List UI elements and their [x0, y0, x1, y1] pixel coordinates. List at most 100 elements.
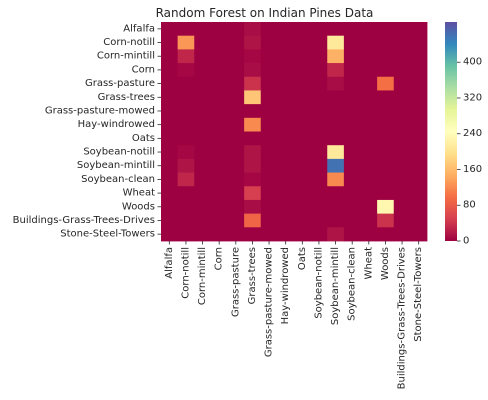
- heatmap-cell: [194, 117, 212, 132]
- heatmap-cell: [277, 49, 295, 64]
- heatmap-cell: [343, 172, 361, 187]
- heatmap-cell: [360, 172, 378, 187]
- heatmap-cell: [410, 35, 428, 50]
- column-tick-labels: Alfalfa Corn-notill Corn-mintill Corn Grass-…: [164, 241, 424, 389]
- heatmap-cell: [393, 172, 411, 187]
- heatmap-cell: [410, 158, 428, 173]
- heatmap-cell: [360, 213, 378, 228]
- heatmap-cell: [244, 76, 262, 91]
- heatmap-cell: [393, 49, 411, 64]
- row-tick-label: Grass-pasture: [85, 78, 155, 89]
- heatmap-cell: [360, 227, 378, 242]
- column-tick-label: Hay-windrowed: [280, 247, 291, 324]
- heatmap-cell: [177, 49, 195, 64]
- heatmap-cell: [294, 158, 312, 173]
- heatmap-cell: [227, 145, 245, 160]
- heatmap-cell: [410, 117, 428, 132]
- heatmap-cell: [294, 131, 312, 146]
- heatmap-cell: [177, 90, 195, 105]
- heatmap-cell: [294, 145, 312, 160]
- heatmap-cell: [161, 199, 179, 215]
- heatmap-cell: [360, 158, 378, 173]
- heatmap-cell: [377, 227, 395, 242]
- heatmap-cell: [277, 63, 295, 78]
- heatmap-cell: [410, 63, 428, 78]
- heatmap-cell: [343, 22, 361, 37]
- column-tick-label: Soybean-notill: [313, 247, 324, 319]
- heatmap-cell: [194, 145, 212, 160]
- heatmap-cell: [393, 63, 411, 78]
- column-tick-label: Grass-trees: [247, 247, 258, 304]
- heatmap-cell: [343, 76, 361, 91]
- heatmap-cell: [227, 117, 245, 132]
- heatmap-cell: [194, 186, 212, 201]
- heatmap-cell: [343, 104, 361, 119]
- heatmap-cell: [393, 22, 411, 37]
- heatmap-cell: [393, 104, 411, 119]
- heatmap-cell: [343, 63, 361, 78]
- column-tick-label: Buildings-Grass-Trees-Drives: [397, 247, 408, 389]
- heatmap-cell: [327, 117, 345, 132]
- heatmap-cell: [310, 213, 328, 228]
- heatmap-cell: [210, 186, 228, 201]
- row-tick-label: Oats: [132, 133, 155, 144]
- heatmap-cell: [210, 22, 228, 37]
- heatmap-cell: [194, 63, 212, 78]
- heatmap-cell: [227, 90, 245, 105]
- heatmap-cell: [393, 186, 411, 201]
- heatmap-cell: [410, 172, 428, 187]
- heatmap-cell: [327, 145, 345, 160]
- heatmap-cell: [260, 145, 278, 160]
- heatmap-cell: [177, 63, 195, 78]
- heatmap-cell: [161, 35, 179, 50]
- row-tick-label: Grass-pasture-mowed: [45, 105, 155, 116]
- heatmap-cell: [227, 63, 245, 78]
- heatmap-cell: [343, 199, 361, 215]
- heatmap-cell: [277, 227, 295, 242]
- heatmap-cell: [343, 90, 361, 105]
- heatmap-cell: [410, 199, 428, 215]
- heatmap-cell: [161, 90, 179, 105]
- heatmap-cell: [260, 227, 278, 242]
- heatmap-cell: [227, 22, 245, 37]
- heatmap-cell: [393, 117, 411, 132]
- heatmap-cell: [244, 117, 262, 132]
- heatmap-cell: [294, 172, 312, 187]
- column-tick-label: Woods: [380, 247, 391, 280]
- heatmap-cell: [343, 131, 361, 146]
- heatmap-cell: [310, 49, 328, 64]
- colorbar: 0 80 160 240 320 400: [445, 22, 482, 247]
- chart-title: Random Forest on Indian Pines Data: [156, 6, 374, 20]
- heatmap-cell: [360, 63, 378, 78]
- heatmap-cell: [360, 145, 378, 160]
- heatmap-cell: [227, 158, 245, 173]
- heatmap-cell: [310, 158, 328, 173]
- heatmap-cell: [244, 49, 262, 64]
- heatmap-cell: [244, 131, 262, 146]
- heatmap-cell: [377, 199, 395, 215]
- heatmap-cell: [294, 213, 312, 228]
- heatmap-cell: [377, 35, 395, 50]
- heatmap-cell: [177, 22, 195, 37]
- heatmap-cell: [410, 90, 428, 105]
- heatmap-cell: [194, 76, 212, 91]
- heatmap-cell: [393, 158, 411, 173]
- heatmap-cell: [210, 90, 228, 105]
- heatmap-cell: [277, 145, 295, 160]
- heatmap-cell: [260, 90, 278, 105]
- heatmap-cell: [194, 172, 212, 187]
- heatmap-cell: [210, 131, 228, 146]
- heatmap-cell: [327, 158, 345, 173]
- heatmap-cell: [244, 35, 262, 50]
- heatmap-cell: [294, 199, 312, 215]
- heatmap-cell: [177, 158, 195, 173]
- row-tick-label: Soybean-mintill: [77, 160, 155, 171]
- heatmap-cell: [310, 76, 328, 91]
- heatmap-cell: [327, 104, 345, 119]
- heatmap-cell: [327, 49, 345, 64]
- heatmap-cell: [161, 117, 179, 132]
- heatmap-cell: [194, 22, 212, 37]
- heatmap-cell: [360, 35, 378, 50]
- heatmap-cell: [377, 186, 395, 201]
- heatmap-cell: [260, 76, 278, 91]
